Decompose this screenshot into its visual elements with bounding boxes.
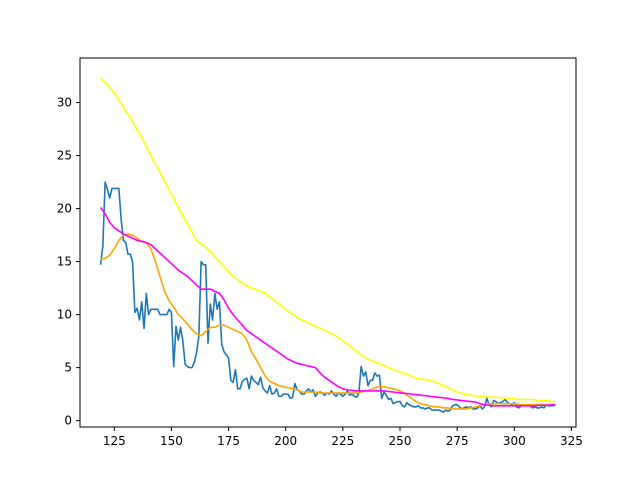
y-tick-label: 10 xyxy=(57,308,72,322)
y-tick-label: 5 xyxy=(64,361,72,375)
x-tick-label: 250 xyxy=(389,434,412,448)
y-tick-label: 20 xyxy=(57,202,72,216)
y-tick-label: 15 xyxy=(57,255,72,269)
x-tick-label: 275 xyxy=(446,434,469,448)
y-axis: 0 5 10 15 20 25 30 xyxy=(57,96,80,428)
x-tick-label: 150 xyxy=(160,434,183,448)
y-tick-label: 25 xyxy=(57,149,72,163)
plot-frame xyxy=(79,57,577,428)
x-tick-label: 300 xyxy=(503,434,526,448)
x-tick-label: 200 xyxy=(274,434,297,448)
series-line-4 xyxy=(99,207,556,407)
x-tick-label: 175 xyxy=(217,434,240,448)
x-tick-label: 225 xyxy=(331,434,354,448)
x-axis: 125 150 175 200 225 250 275 300 325 xyxy=(103,427,583,448)
x-tick-label: 125 xyxy=(103,434,126,448)
y-tick-label: 30 xyxy=(57,96,72,110)
y-tick-label: 0 xyxy=(64,414,72,428)
series-line-3 xyxy=(100,77,556,403)
x-tick-label: 325 xyxy=(560,434,583,448)
series-lines xyxy=(99,77,556,413)
series-line-2 xyxy=(100,233,556,410)
